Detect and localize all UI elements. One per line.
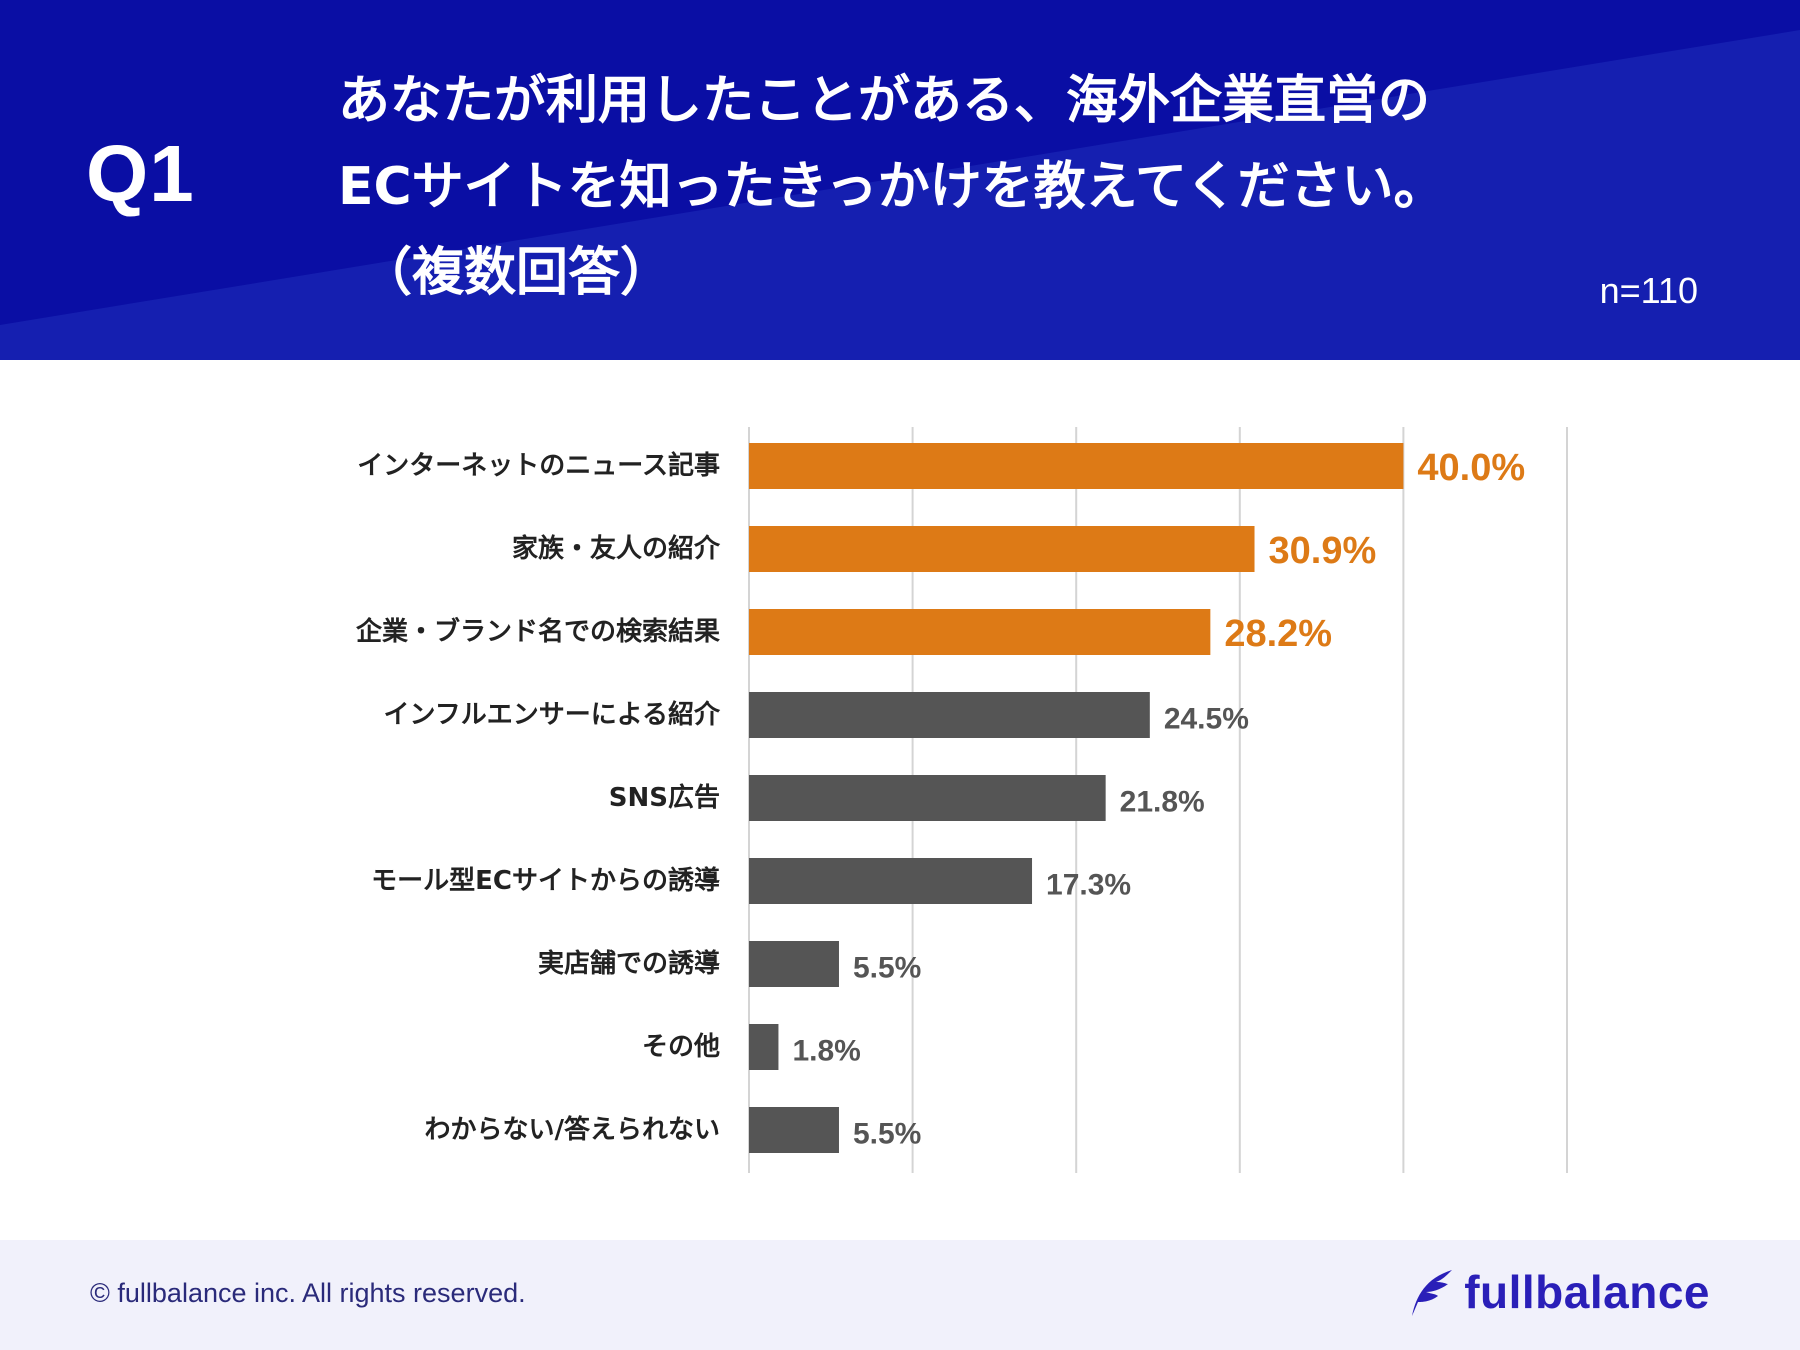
category-label-2: 家族・友人の紹介 [512,533,721,564]
sample-size: n=110 [1599,270,1698,311]
bar-4 [749,692,1150,738]
copyright-text: © fullbalance inc. All rights reserved. [90,1278,526,1308]
header-diagonal-stripe [0,30,1800,360]
bar-5 [749,775,1106,821]
brand-logo: fullbalance [1406,1262,1710,1322]
question-label: Q1 [86,129,195,218]
bar-3 [749,609,1211,655]
feather-icon [1412,1270,1453,1316]
header-banner: Q1 あなたが利用したことがある、海外企業直営の ECサイトを知ったきっかけを教… [0,0,1800,360]
bar-7 [749,941,839,987]
bar-6 [749,858,1033,904]
value-label-8: 1.8% [792,1035,860,1068]
value-label-5: 21.8% [1120,786,1205,819]
question-title-line-3: （複数回答） [360,243,673,303]
brand-logo-text: fullbalance [1464,1266,1710,1318]
category-label-3: 企業・ブランド名での検索結果 [356,616,720,647]
value-label-2: 30.9% [1269,530,1377,572]
value-labels: 40.0% 30.9% 28.2% 24.5% 21.8% 17.3% 5.5% 1.8% 5.… [792,447,1525,1151]
value-label-6: 17.3% [1046,869,1131,902]
value-label-3: 28.2% [1224,613,1332,655]
bars [749,443,1404,1153]
category-label-4: インフルエンサーによる紹介 [384,699,721,730]
category-label-7: 実店舗での誘導 [538,948,720,979]
question-title-line-2: ECサイトを知ったきっかけを教えてください。 [338,157,1446,217]
bar-2 [749,526,1255,572]
category-label-8: その他 [642,1032,720,1062]
question-title-line-1: あなたが利用したことがある、海外企業直営の [338,71,1431,131]
value-label-7: 5.5% [853,952,921,985]
bar-9 [749,1107,839,1153]
category-labels: インターネットのニュース記事家族・友人の紹介企業・ブランド名での検索結果インフル… [356,450,721,1145]
value-label-9: 5.5% [853,1118,921,1151]
value-label-1: 40.0% [1417,447,1525,489]
footer: © fullbalance inc. All rights reserved. … [0,1240,1800,1350]
category-label-9: わからない/答えられない [425,1114,721,1145]
bar-8 [749,1024,779,1070]
category-label-5: SNS広告 [609,782,720,813]
category-label-6: モール型ECサイトからの誘導 [371,865,720,896]
value-label-4: 24.5% [1164,703,1249,736]
bar-chart: インターネットのニュース記事家族・友人の紹介企業・ブランド名での検索結果インフル… [356,427,1568,1173]
category-label-1: インターネットのニュース記事 [357,450,720,481]
bar-1 [749,443,1404,489]
question-title: あなたが利用したことがある、海外企業直営の ECサイトを知ったきっかけを教えてく… [338,58,1668,316]
